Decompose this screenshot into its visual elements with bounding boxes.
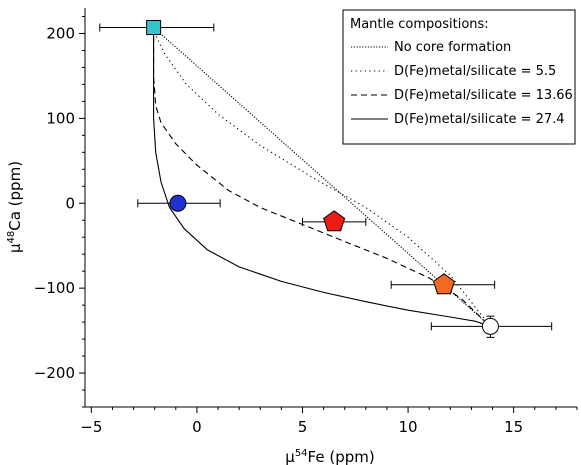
- data-points: [99, 20, 553, 338]
- cyan-square: [146, 20, 162, 36]
- y-axis-label-base: μ: [6, 243, 24, 253]
- y-tick-label: −200: [34, 364, 75, 382]
- x-axis-label-rest: Fe (ppm): [308, 448, 375, 465]
- y-axis-label-sup: 48: [6, 231, 17, 244]
- x-axis-label: μ54Fe (ppm): [285, 448, 374, 465]
- x-tick-label: 5: [298, 418, 308, 436]
- y-tick-label: −100: [34, 279, 75, 297]
- mixing-curves: [153, 27, 491, 327]
- x-tick-label: −5: [80, 418, 102, 436]
- y-axis-label-rest: Ca (ppm): [6, 161, 24, 231]
- legend: Mantle compositions: No core formation D(…: [342, 9, 576, 145]
- blue-circle: [169, 194, 187, 212]
- white-circle: [481, 317, 499, 335]
- orange-pentagon: [432, 273, 455, 295]
- curve-dotted: [153, 27, 491, 327]
- x-tick-label: 0: [192, 418, 202, 436]
- legend-entry-label: No core formation: [394, 40, 511, 55]
- y-axis-label: μ48Ca (ppm): [6, 161, 24, 253]
- plot-frame: [84, 8, 577, 408]
- y-tick-label: 200: [46, 24, 75, 42]
- y-tick-label: 100: [46, 109, 75, 127]
- x-axis-label-sup: 54: [295, 448, 308, 459]
- x-axis: −5 0 5 10 15: [80, 407, 578, 436]
- curve-solid: [153, 27, 491, 327]
- legend-entry-label: D(Fe)metal/silicate = 5.5: [394, 64, 556, 79]
- x-tick-label: 10: [399, 418, 418, 436]
- legend-entry-label: D(Fe)metal/silicate = 13.66: [394, 88, 573, 103]
- legend-entry-label: D(Fe)metal/silicate = 27.4: [394, 112, 565, 127]
- x-tick-label: 15: [504, 418, 523, 436]
- x-axis-label-base: μ: [285, 448, 295, 465]
- y-tick-label: 0: [65, 194, 75, 212]
- legend-box: [342, 9, 576, 145]
- legend-title: Mantle compositions:: [350, 17, 489, 32]
- red-pentagon: [323, 210, 346, 232]
- curve-dashed: [153, 27, 491, 327]
- y-axis: 200 100 0 −100 −200: [34, 15, 85, 408]
- curve-dotted-fine: [153, 27, 491, 327]
